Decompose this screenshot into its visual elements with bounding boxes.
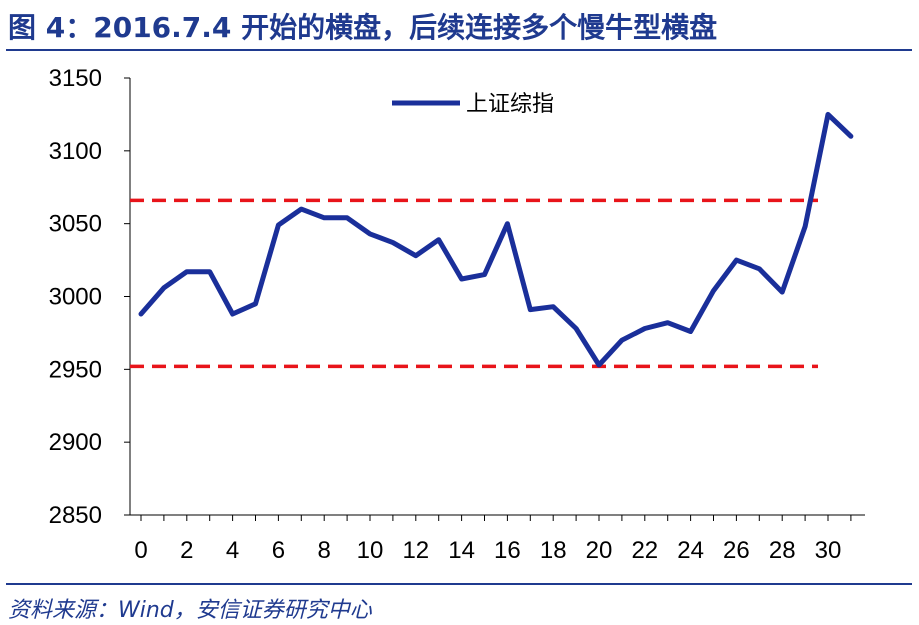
y-tick-label: 2900 — [49, 429, 102, 456]
x-tick-label: 16 — [494, 537, 521, 564]
data-point — [163, 287, 165, 289]
data-point — [484, 274, 485, 276]
series-layer — [138, 111, 854, 368]
data-point — [277, 224, 279, 226]
data-point — [529, 309, 531, 311]
x-tick-label: 28 — [769, 537, 796, 564]
footer-divider — [6, 583, 912, 585]
x-tick-label: 20 — [586, 537, 613, 564]
figure-title: 图 4：2016.7.4 开始的横盘，后续连接多个慢牛型横盘 — [8, 11, 718, 44]
data-point — [644, 328, 646, 330]
x-tick-label: 14 — [448, 537, 475, 564]
data-point — [506, 223, 508, 225]
data-point — [575, 328, 577, 330]
x-tick-label: 4 — [226, 537, 239, 564]
title-underline — [6, 49, 912, 51]
series-line — [138, 111, 854, 368]
data-point — [323, 217, 325, 219]
data-point — [781, 291, 783, 293]
data-point — [392, 242, 394, 244]
x-tick-label: 22 — [631, 537, 658, 564]
data-point — [140, 313, 142, 315]
data-point — [690, 330, 692, 332]
data-point — [346, 217, 348, 219]
data-point — [713, 290, 714, 292]
reference-lines — [130, 198, 818, 369]
y-tick-label: 3150 — [49, 65, 102, 92]
data-point — [827, 113, 829, 115]
source-note: 资料来源：Wind，安信证券研究中心 — [8, 598, 372, 623]
data-point — [232, 313, 234, 315]
data-point — [804, 226, 806, 228]
x-tick-label: 18 — [540, 537, 567, 564]
data-point — [621, 339, 623, 341]
y-tick-label: 3050 — [49, 211, 102, 238]
y-tick-label: 3000 — [49, 284, 102, 311]
data-point — [186, 271, 188, 273]
data-point — [415, 255, 417, 257]
data-point — [850, 135, 852, 137]
x-tick-label: 30 — [815, 537, 842, 564]
x-tick-label: 24 — [677, 537, 704, 564]
x-tick-label: 8 — [318, 537, 331, 564]
x-tick-label: 2 — [180, 537, 193, 564]
data-point — [369, 233, 371, 235]
y-tick-label: 3100 — [49, 138, 102, 165]
data-point — [438, 239, 440, 241]
data-point — [552, 306, 554, 308]
data-point — [598, 364, 600, 366]
data-point — [758, 268, 760, 270]
y-tick-label: 2850 — [49, 502, 102, 529]
x-tick-label: 12 — [402, 537, 429, 564]
legend: 上证综指 — [392, 92, 554, 117]
data-point — [300, 208, 302, 210]
x-tick-label: 6 — [272, 537, 285, 564]
x-tick-label: 10 — [357, 537, 384, 564]
legend-label: 上证综指 — [466, 92, 554, 117]
y-tick-label: 2950 — [49, 356, 102, 383]
x-tick-label: 26 — [723, 537, 750, 564]
data-point — [209, 271, 211, 273]
data-point — [255, 303, 256, 305]
data-point — [735, 259, 737, 261]
data-point — [667, 322, 669, 324]
data-point — [461, 278, 463, 280]
x-tick-label: 0 — [134, 537, 147, 564]
